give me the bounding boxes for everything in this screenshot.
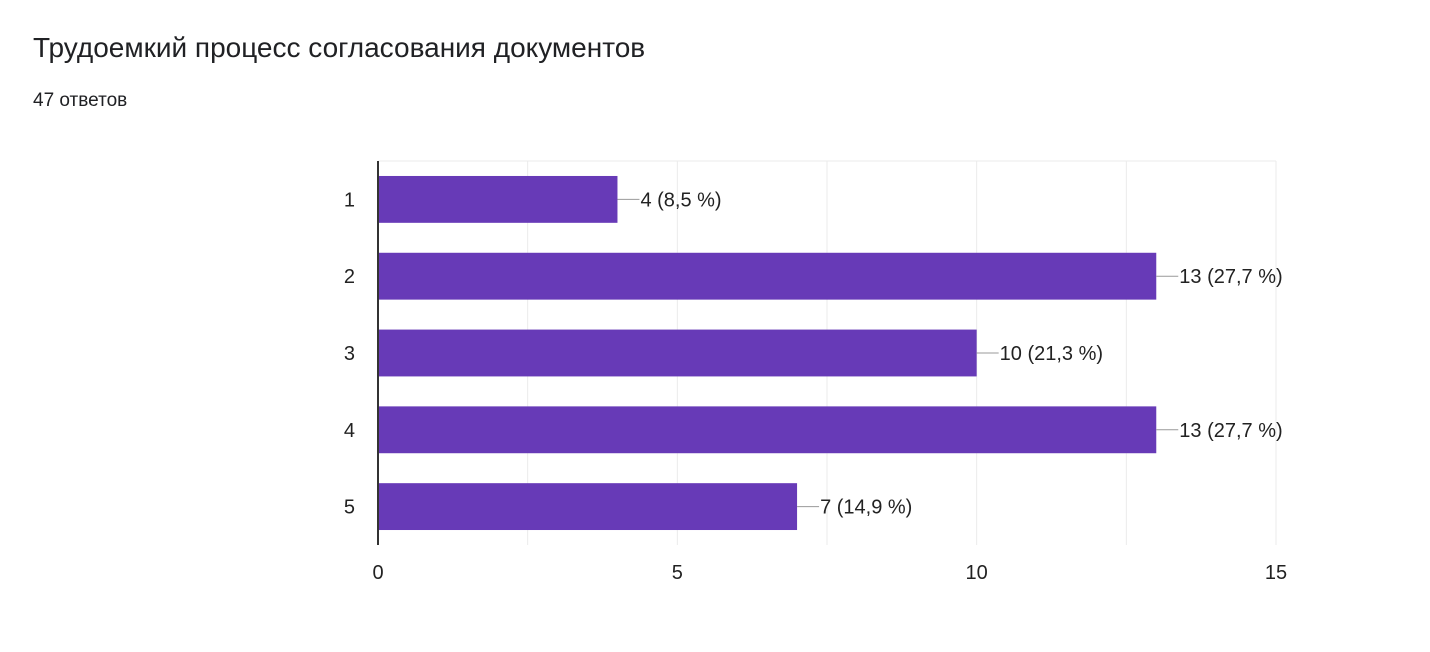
response-count: 47 ответов [33, 90, 128, 111]
x-tick-label: 0 [372, 562, 383, 584]
bar [378, 406, 1157, 454]
data-label: 10 (21,3 %) [1000, 343, 1103, 365]
data-label: 7 (14,9 %) [820, 497, 912, 519]
data-label: 13 (27,7 %) [1179, 420, 1282, 442]
bar [378, 329, 977, 377]
x-tick-label: 5 [672, 562, 683, 584]
axis-layer: 0 5 10 15 [372, 161, 1287, 584]
chart-title: Трудоемкий процесс согласования документ… [33, 32, 646, 63]
bar [378, 175, 618, 223]
labels-layer: 4 (8,5 %) 1 13 (27,7 %) 2 10 (21,3 %) 3 13 (27… [344, 189, 1283, 518]
category-label: 3 [344, 343, 355, 365]
category-label: 2 [344, 266, 355, 288]
category-label: 4 [344, 420, 355, 442]
bars-layer [378, 175, 1157, 531]
category-label: 1 [344, 189, 355, 211]
x-tick-label: 15 [1265, 562, 1287, 584]
data-label: 4 (8,5 %) [640, 189, 721, 211]
category-label: 5 [344, 497, 355, 519]
bar [378, 483, 798, 531]
x-tick-label: 10 [966, 562, 988, 584]
bar [378, 252, 1157, 300]
data-label: 13 (27,7 %) [1179, 266, 1282, 288]
